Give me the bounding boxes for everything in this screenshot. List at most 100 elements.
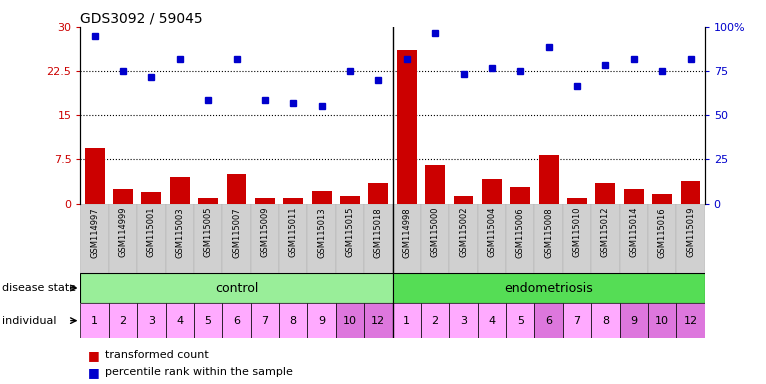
Bar: [648, 303, 676, 338]
Bar: [250, 204, 279, 273]
Text: 2: 2: [119, 316, 126, 326]
Bar: [142, 192, 162, 204]
Text: GSM115013: GSM115013: [317, 207, 326, 258]
Bar: [80, 303, 109, 338]
Bar: [425, 165, 445, 204]
Bar: [255, 198, 275, 204]
Bar: [450, 303, 478, 338]
Text: GSM115011: GSM115011: [289, 207, 298, 258]
Bar: [393, 204, 421, 273]
Text: 6: 6: [233, 316, 240, 326]
Text: 8: 8: [290, 316, 296, 326]
Bar: [506, 204, 535, 273]
Bar: [421, 303, 450, 338]
Text: GSM114997: GSM114997: [90, 207, 99, 258]
Text: transformed count: transformed count: [105, 350, 208, 360]
Bar: [453, 196, 473, 204]
Text: 10: 10: [343, 316, 357, 326]
Bar: [393, 303, 421, 338]
Bar: [591, 303, 620, 338]
Text: GSM115004: GSM115004: [487, 207, 496, 258]
Text: 4: 4: [176, 316, 183, 326]
Text: GSM114999: GSM114999: [119, 207, 127, 258]
Bar: [620, 204, 648, 273]
Text: GSM115016: GSM115016: [658, 207, 666, 258]
Text: GSM115012: GSM115012: [601, 207, 610, 258]
Text: 12: 12: [683, 316, 698, 326]
Bar: [336, 303, 364, 338]
Bar: [80, 204, 109, 273]
Bar: [421, 204, 450, 273]
Bar: [109, 204, 137, 273]
Bar: [198, 198, 218, 204]
Bar: [109, 303, 137, 338]
Text: GSM115000: GSM115000: [430, 207, 440, 258]
Text: 7: 7: [261, 316, 268, 326]
Bar: [170, 177, 190, 204]
Bar: [279, 303, 307, 338]
Text: GSM115001: GSM115001: [147, 207, 155, 258]
Text: GSM115007: GSM115007: [232, 207, 241, 258]
Text: ■: ■: [88, 366, 100, 379]
Bar: [563, 204, 591, 273]
Text: 3: 3: [148, 316, 155, 326]
Text: GSM115003: GSM115003: [175, 207, 185, 258]
Bar: [538, 155, 558, 204]
Bar: [535, 303, 563, 338]
Bar: [364, 303, 393, 338]
Bar: [279, 204, 307, 273]
Text: 9: 9: [630, 316, 637, 326]
Bar: [397, 50, 417, 204]
Bar: [591, 204, 620, 273]
Bar: [340, 197, 360, 204]
Bar: [506, 303, 535, 338]
Bar: [307, 204, 336, 273]
Text: GSM115018: GSM115018: [374, 207, 383, 258]
Bar: [80, 273, 393, 303]
Bar: [478, 303, 506, 338]
Bar: [283, 198, 303, 204]
Text: 3: 3: [460, 316, 467, 326]
Text: GSM114998: GSM114998: [402, 207, 411, 258]
Text: 8: 8: [602, 316, 609, 326]
Text: individual: individual: [2, 316, 56, 326]
Bar: [624, 189, 643, 204]
Bar: [676, 204, 705, 273]
Text: GSM115002: GSM115002: [459, 207, 468, 258]
Bar: [563, 303, 591, 338]
Bar: [393, 273, 705, 303]
Text: 5: 5: [517, 316, 524, 326]
Bar: [165, 204, 194, 273]
Text: 2: 2: [431, 316, 439, 326]
Text: 1: 1: [403, 316, 411, 326]
Text: 5: 5: [205, 316, 211, 326]
Text: disease state: disease state: [2, 283, 76, 293]
Bar: [620, 303, 648, 338]
Bar: [450, 204, 478, 273]
Bar: [250, 303, 279, 338]
Bar: [137, 204, 165, 273]
Bar: [648, 204, 676, 273]
Text: GSM115015: GSM115015: [345, 207, 355, 258]
Bar: [676, 303, 705, 338]
Text: GSM115006: GSM115006: [516, 207, 525, 258]
Bar: [368, 183, 388, 204]
Bar: [222, 303, 250, 338]
Bar: [307, 303, 336, 338]
Bar: [227, 174, 247, 204]
Bar: [312, 190, 332, 204]
Text: 10: 10: [655, 316, 669, 326]
Bar: [85, 147, 104, 204]
Bar: [652, 194, 672, 204]
Text: 1: 1: [91, 316, 98, 326]
Text: GSM115010: GSM115010: [572, 207, 581, 258]
Bar: [222, 204, 250, 273]
Bar: [535, 204, 563, 273]
Text: GSM115005: GSM115005: [204, 207, 213, 258]
Text: percentile rank within the sample: percentile rank within the sample: [105, 367, 293, 377]
Bar: [681, 181, 700, 204]
Bar: [194, 204, 222, 273]
Text: GSM115009: GSM115009: [260, 207, 270, 258]
Text: endometriosis: endometriosis: [504, 281, 593, 295]
Text: 7: 7: [574, 316, 581, 326]
